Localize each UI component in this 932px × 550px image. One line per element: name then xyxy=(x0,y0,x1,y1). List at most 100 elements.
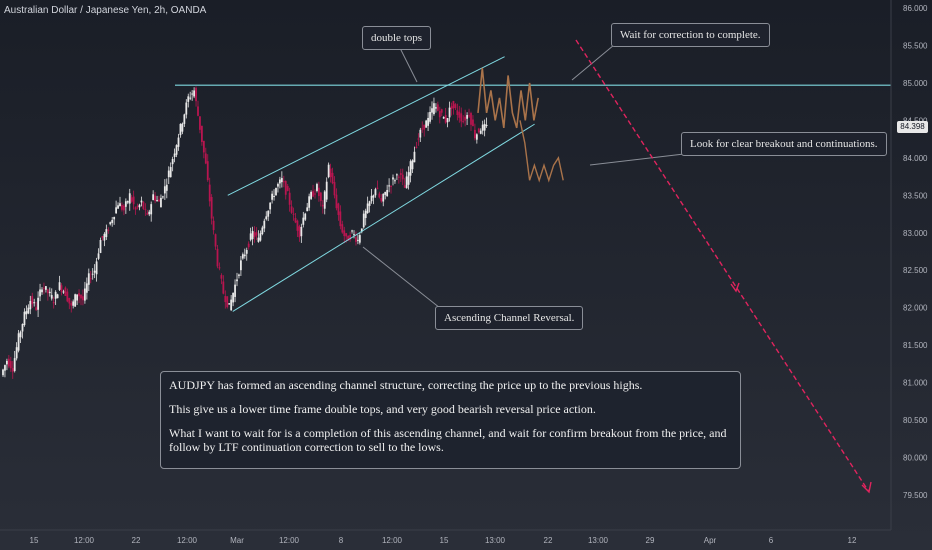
candle-body xyxy=(475,134,478,140)
time-tick-label: 12 xyxy=(848,536,857,545)
candle-body xyxy=(163,186,166,194)
note-paragraph-3: What I want to wait for is a completion … xyxy=(169,426,727,454)
analysis-note[interactable]: AUDJPY has formed an ascending channel s… xyxy=(160,371,741,469)
candle-body xyxy=(280,178,283,183)
candle-body xyxy=(25,311,28,315)
candle-body xyxy=(251,230,254,240)
candle-body xyxy=(212,220,215,231)
candle-body xyxy=(360,228,363,232)
candle-body xyxy=(411,160,414,170)
callout-wait-correction[interactable]: Wait for correction to complete. xyxy=(611,23,770,47)
candle-body xyxy=(470,113,472,125)
candle-body xyxy=(290,206,293,213)
candle-body xyxy=(39,289,41,297)
candle-body xyxy=(372,195,375,198)
note-paragraph-2: This give us a lower time frame double t… xyxy=(169,402,596,416)
candle-body xyxy=(452,101,455,109)
candle-body xyxy=(273,195,275,197)
candle-body xyxy=(17,333,20,351)
candle-body xyxy=(33,302,36,304)
time-axis[interactable]: 15 12:00 22 12:00 Mar 12:00 8 12:00 15 13:00 22 13:… xyxy=(30,536,857,545)
price-tick-label: 82.000 xyxy=(903,304,928,313)
candle-body xyxy=(193,90,195,97)
time-tick-label: 15 xyxy=(440,536,449,545)
candle-body xyxy=(45,286,47,290)
candle-body xyxy=(333,182,336,196)
note-paragraph-1: AUDJPY has formed an ascending channel s… xyxy=(169,378,643,392)
candle-body xyxy=(48,291,51,294)
candle-body xyxy=(318,187,320,197)
candle-body xyxy=(115,207,117,214)
candle-body xyxy=(142,201,145,209)
callout-look-breakout[interactable]: Look for clear breakout and continuation… xyxy=(681,132,887,156)
candle-body xyxy=(366,203,369,213)
price-tick-label: 81.000 xyxy=(903,379,928,388)
candle-body xyxy=(271,193,273,200)
price-tick-label: 82.500 xyxy=(903,266,928,275)
candle-body xyxy=(105,229,108,238)
pointer-double-tops xyxy=(399,47,418,83)
price-tick-label: 86.000 xyxy=(903,4,928,13)
candle-body xyxy=(113,217,116,220)
price-tick-label: 80.000 xyxy=(903,454,928,463)
candle-body xyxy=(413,151,416,163)
price-axis[interactable]: 86.000 85.500 85.000 84.500 84.000 83.500 83.0… xyxy=(903,4,928,500)
candle-body xyxy=(466,115,468,119)
time-tick-label: 8 xyxy=(339,536,344,545)
candle-body xyxy=(421,128,424,130)
candle-body xyxy=(140,200,143,203)
candle-body xyxy=(222,281,225,294)
candle-body xyxy=(189,97,192,99)
candle-body xyxy=(241,254,244,259)
candle-body xyxy=(126,201,129,203)
candle-body xyxy=(275,187,277,196)
candle-body xyxy=(292,213,295,215)
callout-channel-reversal[interactable]: Ascending Channel Reversal. xyxy=(435,306,584,330)
candle-body xyxy=(370,195,373,202)
time-tick-label: 22 xyxy=(132,536,141,545)
pointer-wait-correction xyxy=(571,44,615,81)
candle-body xyxy=(84,288,86,301)
candle-body xyxy=(433,103,435,115)
candle-body xyxy=(376,187,379,190)
time-tick-label: 12:00 xyxy=(279,536,300,545)
candle-body xyxy=(253,232,256,238)
candle-body xyxy=(323,191,326,209)
time-tick-label: 22 xyxy=(544,536,553,545)
candle-body xyxy=(37,297,39,310)
candle-body xyxy=(201,125,203,142)
candle-body xyxy=(89,278,92,280)
candle-body xyxy=(82,296,84,301)
candle-body xyxy=(195,87,197,102)
candle-body xyxy=(29,300,32,310)
candle-body xyxy=(481,124,484,131)
candle-body xyxy=(312,191,314,197)
candle-body xyxy=(13,358,16,372)
symbol-title: Australian Dollar / Japanese Yen, 2h, OA… xyxy=(4,5,207,16)
candle-body xyxy=(265,216,268,220)
candle-body xyxy=(154,195,156,201)
candle-body xyxy=(123,205,125,211)
candle-body xyxy=(243,254,246,257)
candle-body xyxy=(425,120,428,128)
candle-body xyxy=(454,104,457,109)
candle-body xyxy=(440,109,443,113)
candle-body xyxy=(175,145,178,155)
callout-double-tops[interactable]: double tops xyxy=(362,26,432,50)
candle-body xyxy=(136,206,139,208)
candle-body xyxy=(99,240,102,253)
candle-body xyxy=(85,283,88,293)
candle-body xyxy=(21,324,24,332)
candle-body xyxy=(138,204,141,208)
candle-body xyxy=(146,213,149,215)
candle-body xyxy=(128,193,131,204)
candle-body xyxy=(288,192,291,205)
candle-body xyxy=(52,301,55,304)
candle-body xyxy=(134,207,137,210)
candle-body xyxy=(263,220,266,229)
candle-body xyxy=(401,174,404,180)
candle-body xyxy=(15,347,18,359)
candle-body xyxy=(7,358,10,367)
candle-body xyxy=(46,289,49,294)
candle-body xyxy=(298,226,301,238)
